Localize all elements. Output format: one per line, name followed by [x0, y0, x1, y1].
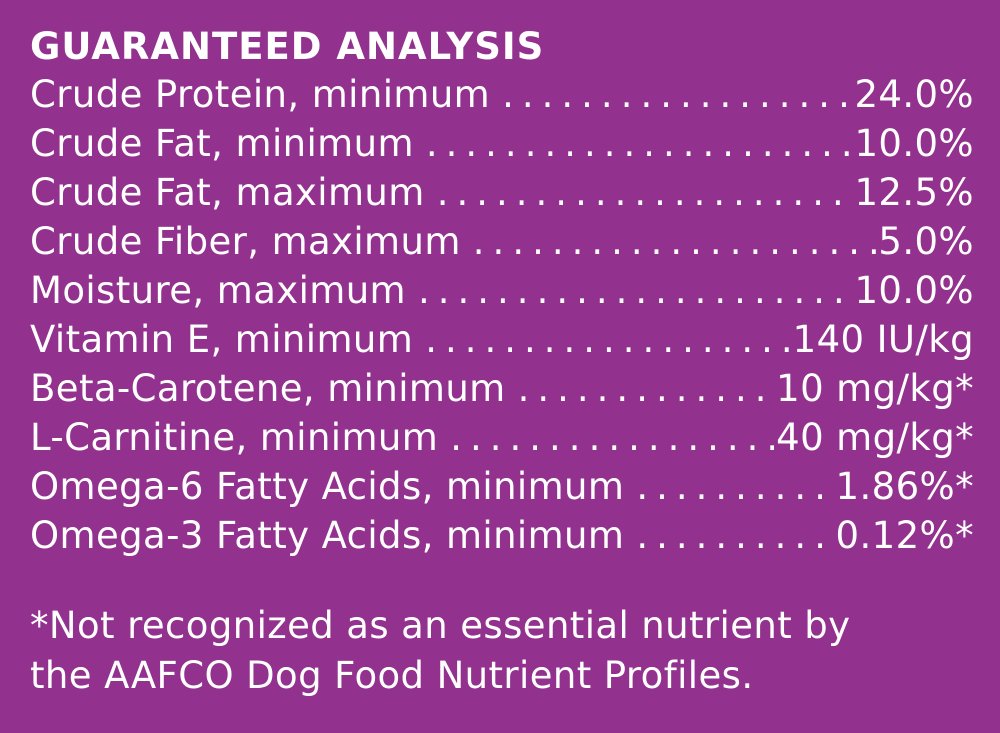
nutrient-label: Omega-6 Fatty Acids, minimum [30, 465, 625, 508]
dot-leader: ........................................… [517, 367, 775, 410]
panel-heading: GUARANTEED ANALYSIS [30, 25, 545, 68]
nutrient-value: 1.86%* [835, 465, 974, 508]
nutrient-value: 24.0% [854, 73, 974, 116]
dot-leader: ........................................… [636, 465, 834, 508]
nutrient-label: Vitamin E, minimum [30, 318, 414, 361]
nutrient-value: 40 mg/kg* [776, 416, 974, 459]
nutrient-label: Crude Fat, maximum [30, 171, 425, 214]
nutrient-value: 140 IU/kg [792, 318, 974, 361]
analysis-row-crude-fat-max: Crude Fat, maximum .....................… [30, 168, 974, 217]
nutrient-label: Moisture, maximum [30, 269, 406, 312]
analysis-list: Crude Protein, minimum .................… [30, 70, 974, 560]
analysis-row-crude-protein-min: Crude Protein, minimum .................… [30, 70, 974, 119]
nutrient-value: 10.0% [854, 269, 974, 312]
analysis-row-omega-3-min: Omega-3 Fatty Acids, minimum ...........… [30, 511, 974, 560]
analysis-row-crude-fat-min: Crude Fat, minimum .....................… [30, 119, 974, 168]
nutrient-value: 5.0% [878, 220, 974, 263]
dot-leader: ........................................… [418, 269, 853, 312]
dot-leader: ........................................… [436, 171, 853, 214]
nutrient-value: 10 mg/kg* [776, 367, 974, 410]
dot-leader: ........................................… [502, 73, 853, 116]
analysis-row-beta-carotene-min: Beta-Carotene, minimum .................… [30, 364, 974, 413]
dot-leader: ........................................… [450, 416, 774, 459]
footnote-line-1: *Not recognized as an essential nutrient… [30, 604, 851, 647]
analysis-row-l-carnitine-min: L-Carnitine, minimum ...................… [30, 413, 974, 462]
dot-leader: ........................................… [425, 318, 790, 361]
nutrient-label: Crude Fiber, maximum [30, 220, 461, 263]
nutrient-label: Crude Fat, minimum [30, 122, 414, 165]
footnote: *Not recognized as an essential nutrient… [30, 601, 974, 701]
nutrient-label: Omega-3 Fatty Acids, minimum [30, 514, 625, 557]
analysis-row-moisture-max: Moisture, maximum ......................… [30, 266, 974, 315]
nutrient-label: L-Carnitine, minimum [30, 416, 439, 459]
dot-leader: ........................................… [472, 220, 877, 263]
nutrient-label: Crude Protein, minimum [30, 73, 491, 116]
nutrient-value: 12.5% [854, 171, 974, 214]
nutrient-value: 0.12%* [835, 514, 974, 557]
analysis-row-vitamin-e-min: Vitamin E, minimum .....................… [30, 315, 974, 364]
footnote-line-2: the AAFCO Dog Food Nutrient Profiles. [30, 654, 754, 697]
analysis-row-omega-6-min: Omega-6 Fatty Acids, minimum ...........… [30, 462, 974, 511]
nutrient-label: Beta-Carotene, minimum [30, 367, 506, 410]
nutrient-value: 10.0% [854, 122, 974, 165]
dot-leader: ........................................… [636, 514, 834, 557]
analysis-row-crude-fiber-max: Crude Fiber, maximum ...................… [30, 217, 974, 266]
dot-leader: ........................................… [425, 122, 853, 165]
